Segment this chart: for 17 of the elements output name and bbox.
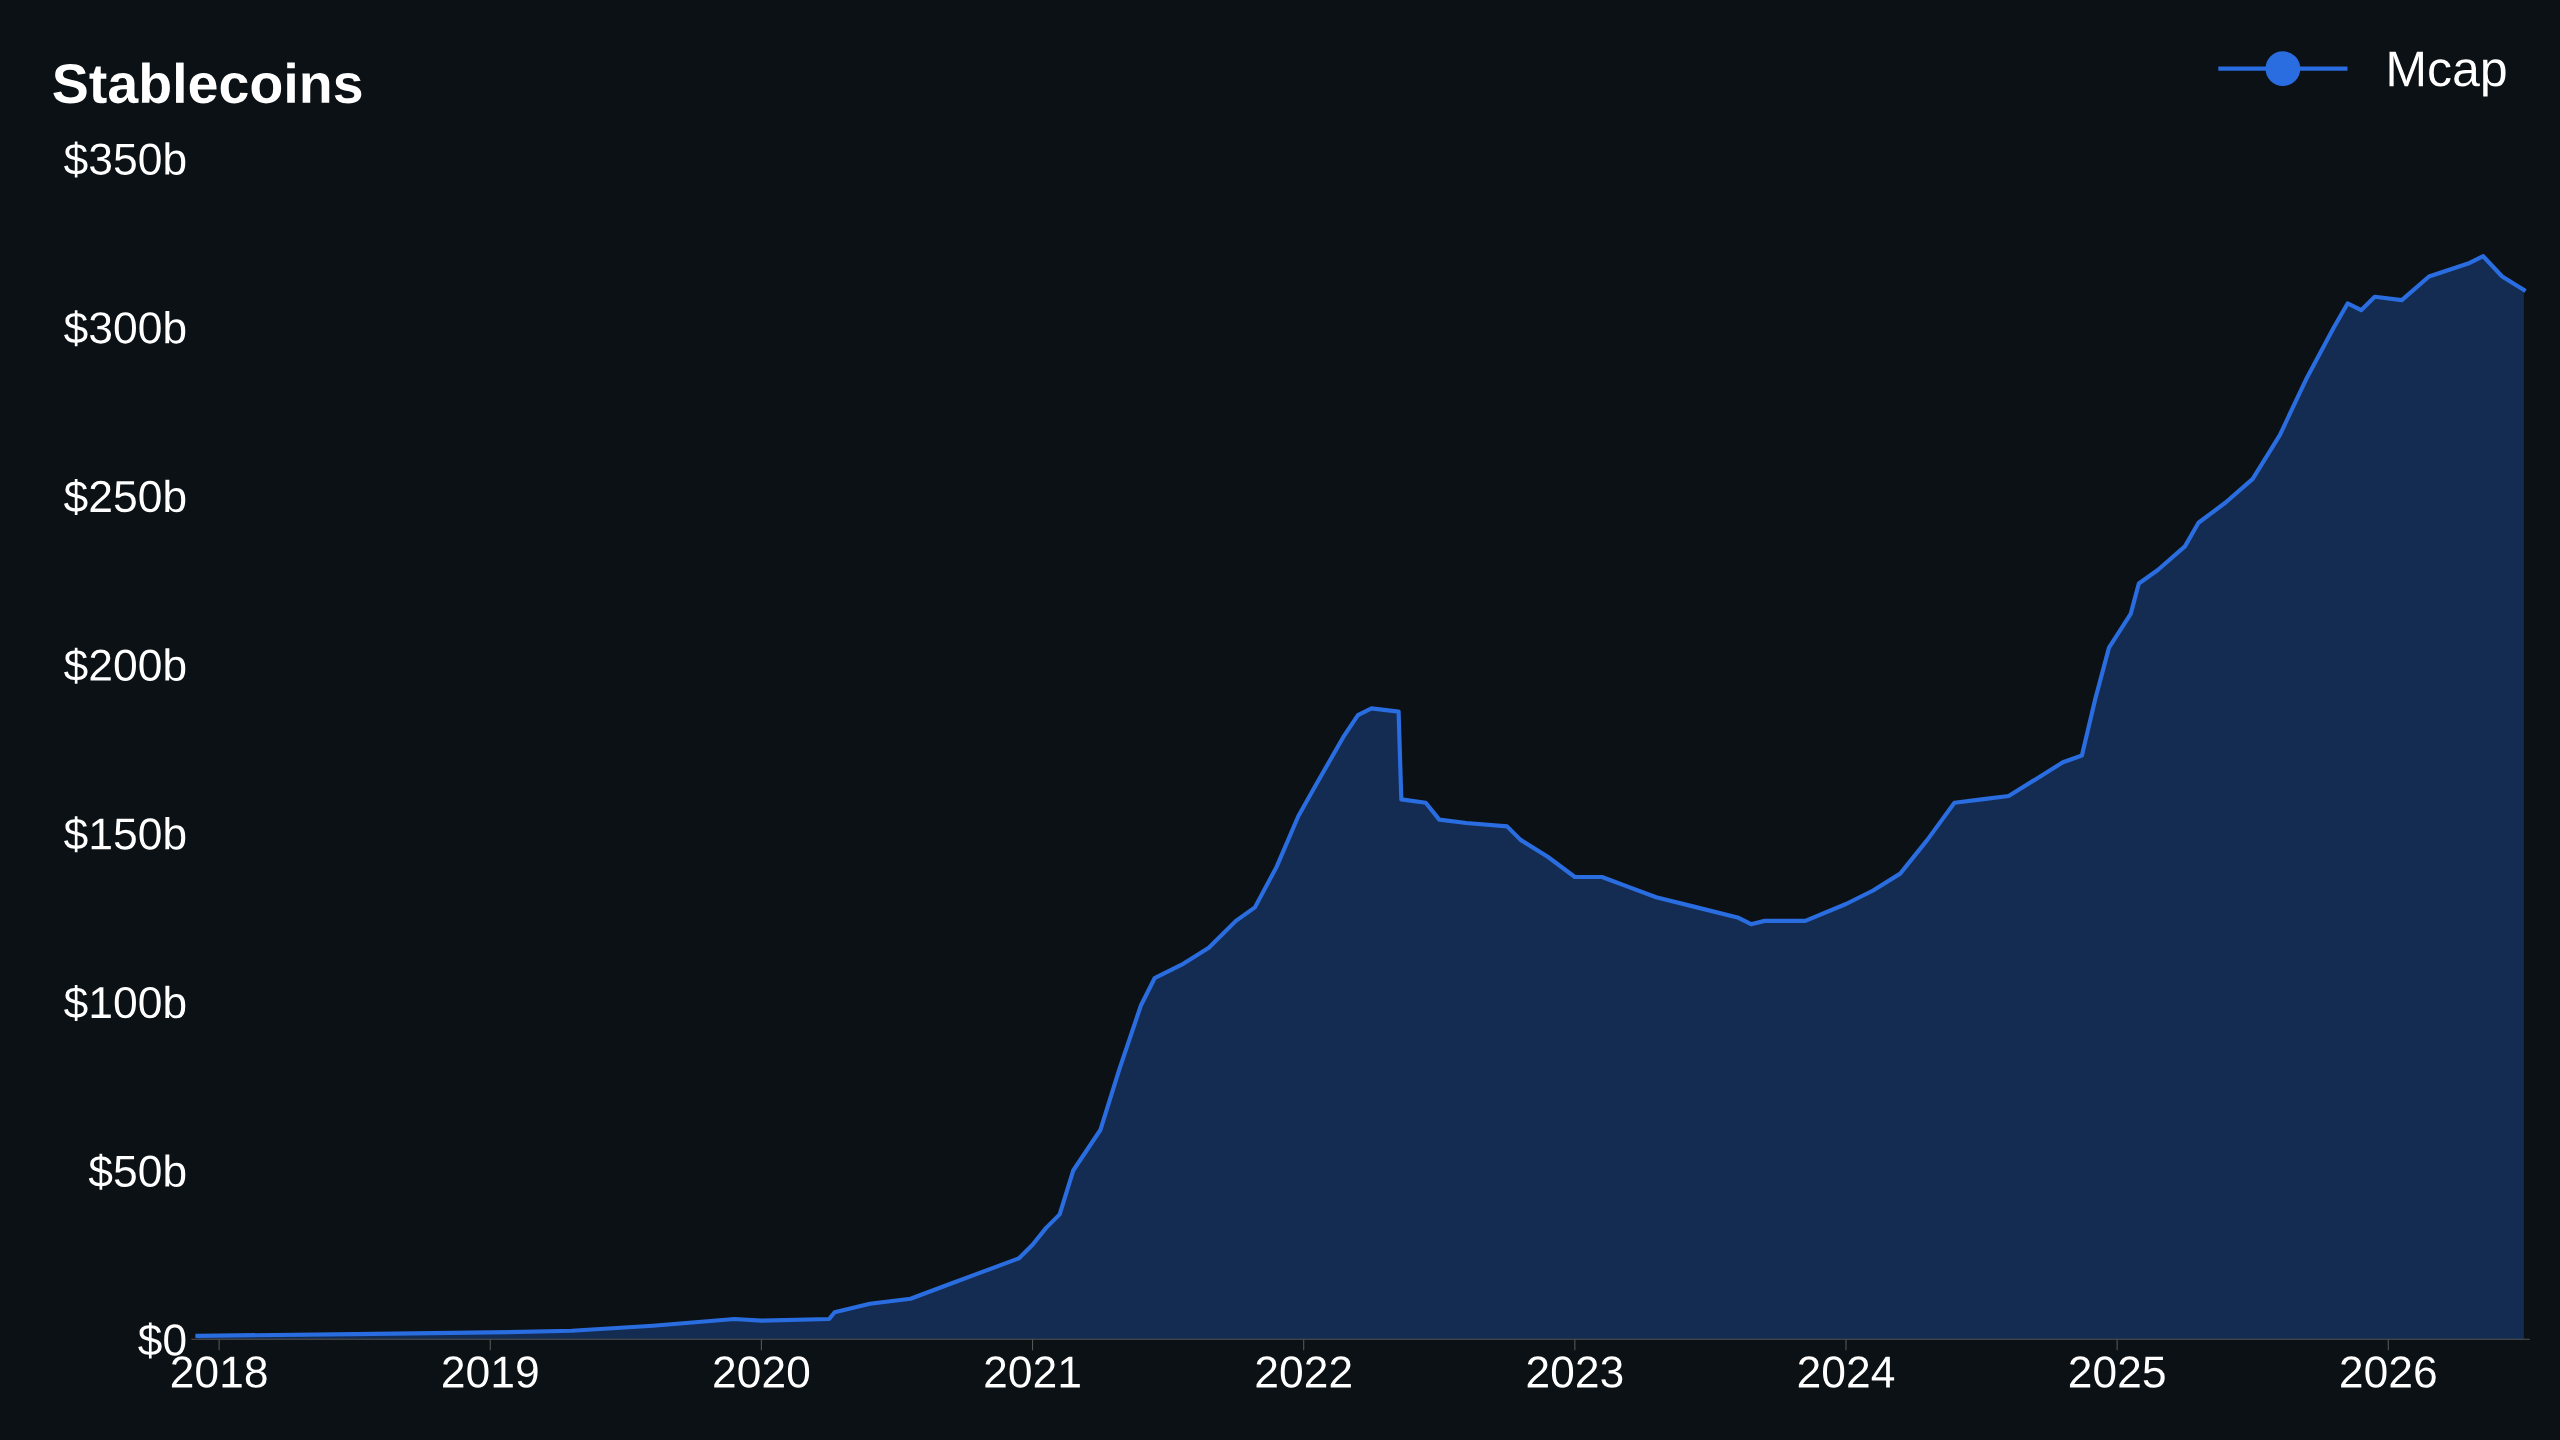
y-tick-label: $50b (88, 1153, 186, 1190)
x-tick-label: 2026 (2341, 1356, 2436, 1388)
x-tick-label: 2022 (1256, 1356, 1351, 1388)
y-tick-label: $200b (64, 647, 186, 684)
y-tick-label: $250b (64, 478, 186, 515)
y-tick-label: $100b (64, 985, 186, 1022)
y-tick-label: $300b (64, 310, 186, 347)
x-tick-label: 2019 (443, 1356, 538, 1388)
x-tick-label: 2024 (1798, 1356, 1895, 1388)
chart-title: Stablecoins (53, 62, 362, 104)
y-tick-label: $350b (64, 141, 186, 178)
legend-label: Mcap (2389, 51, 2506, 97)
x-tick-label: 2023 (1527, 1356, 1623, 1388)
y-tick-label: $150b (64, 816, 186, 853)
x-tick-label: 2021 (985, 1356, 1080, 1388)
x-tick-label: 2025 (2069, 1356, 2165, 1388)
x-tick-label: 2020 (714, 1356, 810, 1388)
